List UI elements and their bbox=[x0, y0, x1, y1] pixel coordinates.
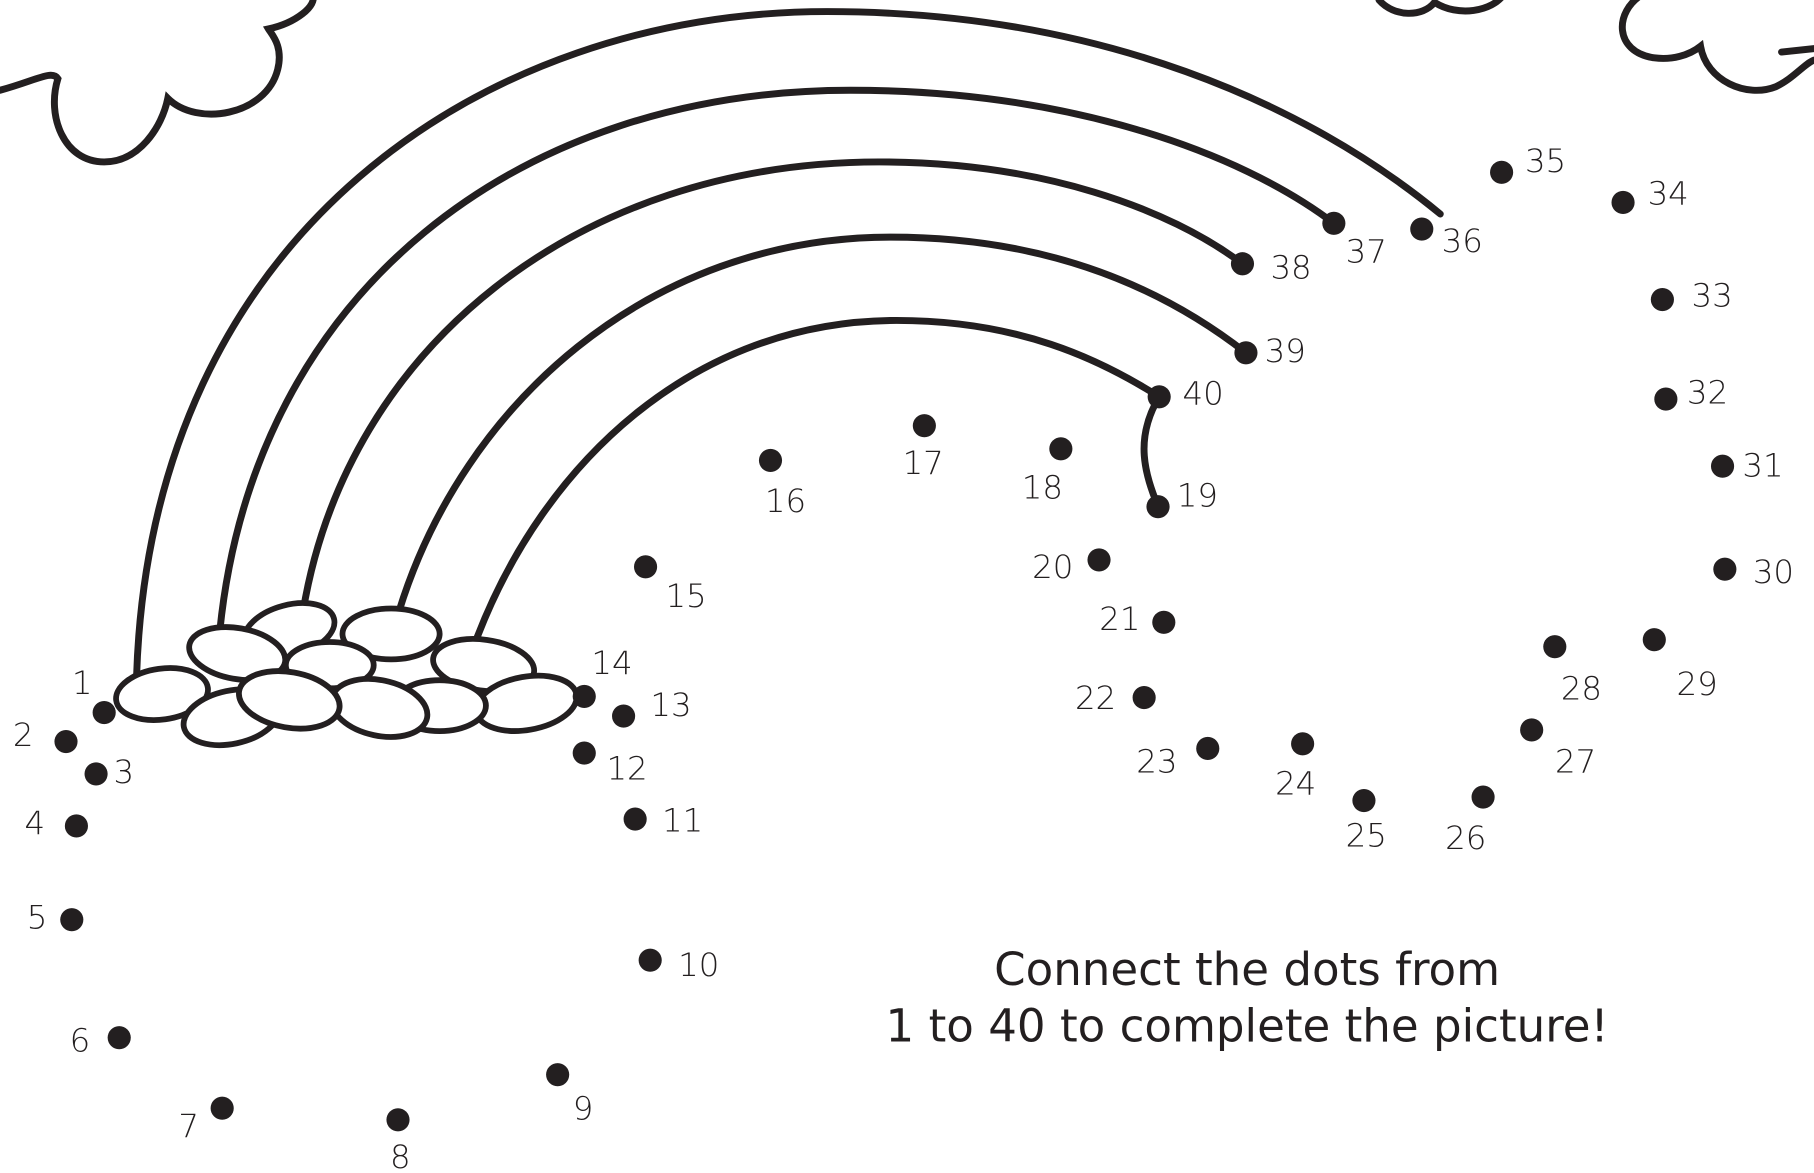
dot-number: 19 bbox=[1177, 476, 1218, 514]
dot-number: 7 bbox=[178, 1107, 199, 1145]
dot bbox=[1410, 217, 1434, 241]
dot bbox=[64, 814, 88, 838]
dot bbox=[612, 704, 636, 728]
dot-number: 2 bbox=[13, 716, 34, 754]
dot bbox=[758, 448, 783, 472]
dot bbox=[572, 741, 596, 765]
dot-number: 37 bbox=[1346, 232, 1387, 270]
dot-number: 25 bbox=[1346, 817, 1387, 855]
dot-number: 13 bbox=[650, 686, 691, 724]
dot-number: 30 bbox=[1753, 553, 1794, 591]
cloud bbox=[1375, 0, 1504, 17]
dot bbox=[1352, 788, 1376, 813]
dot-number: 12 bbox=[606, 749, 647, 787]
dot bbox=[1322, 211, 1346, 235]
dot bbox=[638, 948, 662, 972]
dot bbox=[1611, 190, 1635, 215]
dot-number: 15 bbox=[665, 577, 706, 615]
rainbow-arc bbox=[133, 8, 1444, 681]
dot bbox=[60, 908, 84, 932]
instruction: 1 to 40 to complete the picture! bbox=[886, 1000, 1609, 1053]
dot-number: 11 bbox=[662, 801, 703, 839]
dot bbox=[1132, 685, 1156, 710]
dot bbox=[54, 729, 78, 754]
dot bbox=[623, 807, 647, 831]
dot bbox=[1146, 495, 1170, 519]
dot bbox=[84, 762, 108, 786]
dot bbox=[1196, 736, 1220, 761]
dot bbox=[1490, 160, 1514, 184]
dot-number: 22 bbox=[1075, 679, 1116, 717]
dot-number: 14 bbox=[591, 644, 632, 682]
dot bbox=[546, 1063, 570, 1087]
dot bbox=[1642, 628, 1666, 652]
dot-number: 8 bbox=[390, 1138, 411, 1173]
dot-number: 35 bbox=[1525, 142, 1566, 180]
dot-number: 23 bbox=[1136, 742, 1177, 780]
dot bbox=[633, 555, 658, 579]
dot-number: 10 bbox=[678, 946, 719, 984]
dot-number: 9 bbox=[573, 1090, 594, 1128]
dot-number: 28 bbox=[1561, 670, 1602, 708]
dot bbox=[1713, 557, 1737, 581]
dot bbox=[1152, 610, 1176, 634]
dot bbox=[1147, 385, 1171, 409]
dot-number: 4 bbox=[24, 804, 45, 842]
dot-number: 18 bbox=[1022, 468, 1063, 506]
instruction: Connect the dots from bbox=[994, 943, 1500, 996]
dot-number: 1 bbox=[72, 664, 93, 702]
dot-number: 29 bbox=[1676, 665, 1717, 703]
dot-number: 31 bbox=[1742, 446, 1783, 484]
dot bbox=[1234, 341, 1258, 365]
rainbow-arc bbox=[395, 233, 1250, 615]
dot-number: 24 bbox=[1275, 764, 1316, 802]
dot bbox=[107, 1026, 131, 1050]
dot bbox=[1654, 387, 1678, 411]
dot bbox=[1291, 732, 1315, 756]
dot-number: 6 bbox=[70, 1021, 91, 1059]
cloud bbox=[0, 0, 317, 166]
dot bbox=[572, 684, 596, 708]
dot bbox=[1049, 437, 1073, 461]
dot-number: 36 bbox=[1442, 222, 1483, 260]
dot bbox=[1520, 718, 1544, 742]
dot-number: 32 bbox=[1687, 373, 1728, 411]
dot-number: 39 bbox=[1265, 332, 1306, 370]
dot-number: 3 bbox=[114, 753, 135, 791]
dot-number: 34 bbox=[1648, 175, 1689, 213]
dot-number: 17 bbox=[903, 444, 944, 482]
rainbow-arc bbox=[299, 158, 1246, 615]
dot bbox=[386, 1108, 410, 1132]
dot-number: 16 bbox=[765, 482, 806, 520]
dot-number: 38 bbox=[1270, 249, 1311, 287]
dot-number: 20 bbox=[1032, 548, 1073, 586]
dot bbox=[1710, 454, 1735, 478]
dot bbox=[1230, 252, 1255, 276]
dot bbox=[1650, 288, 1674, 312]
coins bbox=[113, 600, 580, 749]
dot bbox=[1087, 548, 1111, 572]
rainbow-arc bbox=[473, 316, 1164, 643]
dot-number: 5 bbox=[27, 899, 48, 937]
dot-number: 21 bbox=[1099, 600, 1140, 638]
dot bbox=[92, 701, 116, 725]
dot bbox=[912, 414, 936, 438]
dot-number: 40 bbox=[1183, 375, 1224, 413]
dot-number: 27 bbox=[1555, 742, 1596, 780]
dot bbox=[1543, 635, 1567, 659]
dot bbox=[1471, 785, 1495, 809]
dot bbox=[210, 1096, 234, 1120]
cloud bbox=[1618, 0, 1814, 94]
rainbow-arc bbox=[216, 86, 1338, 634]
dot-number: 26 bbox=[1445, 819, 1486, 857]
dot-number: 33 bbox=[1692, 276, 1733, 314]
